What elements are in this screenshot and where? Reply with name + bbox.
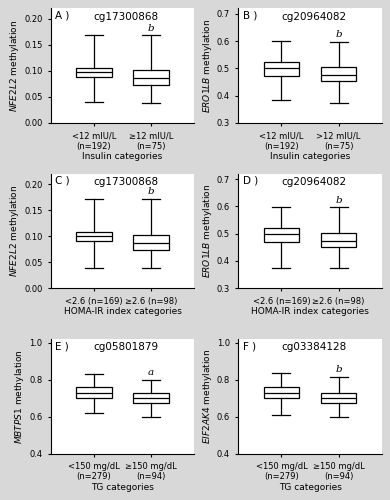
Text: cg20964082: cg20964082 bbox=[281, 177, 346, 187]
Text: cg17300868: cg17300868 bbox=[94, 12, 159, 22]
Y-axis label: $\it{ERO1LB}$ methylation: $\it{ERO1LB}$ methylation bbox=[201, 18, 214, 113]
X-axis label: Insulin categories: Insulin categories bbox=[270, 152, 350, 161]
Y-axis label: $\it{MBTPS1}$ methylation: $\it{MBTPS1}$ methylation bbox=[14, 349, 27, 444]
Text: E ): E ) bbox=[55, 341, 69, 351]
PathPatch shape bbox=[133, 392, 169, 403]
Text: cg20964082: cg20964082 bbox=[281, 12, 346, 22]
PathPatch shape bbox=[76, 232, 112, 241]
Text: b: b bbox=[335, 30, 342, 39]
Y-axis label: $\it{ERO1LB}$ methylation: $\it{ERO1LB}$ methylation bbox=[201, 184, 214, 278]
X-axis label: TG categories: TG categories bbox=[278, 482, 342, 492]
PathPatch shape bbox=[76, 68, 112, 77]
PathPatch shape bbox=[133, 70, 169, 85]
Text: a: a bbox=[148, 368, 154, 376]
Text: b: b bbox=[335, 366, 342, 374]
PathPatch shape bbox=[264, 386, 299, 398]
Text: A ): A ) bbox=[55, 10, 69, 20]
Text: cg03384128: cg03384128 bbox=[281, 342, 347, 352]
Text: b: b bbox=[148, 187, 154, 196]
PathPatch shape bbox=[76, 388, 112, 398]
Y-axis label: $\it{NFE2L2}$ methylation: $\it{NFE2L2}$ methylation bbox=[8, 20, 21, 112]
X-axis label: Insulin categories: Insulin categories bbox=[82, 152, 163, 161]
Text: b: b bbox=[335, 196, 342, 204]
Y-axis label: $\it{EIF2AK4}$ methylation: $\it{EIF2AK4}$ methylation bbox=[201, 348, 214, 444]
Text: B ): B ) bbox=[243, 10, 257, 20]
Text: b: b bbox=[148, 24, 154, 32]
Text: D ): D ) bbox=[243, 176, 258, 186]
Text: cg05801879: cg05801879 bbox=[94, 342, 159, 352]
PathPatch shape bbox=[264, 62, 299, 76]
PathPatch shape bbox=[321, 233, 356, 247]
X-axis label: HOMA-IR index categories: HOMA-IR index categories bbox=[251, 307, 369, 316]
PathPatch shape bbox=[321, 392, 356, 403]
PathPatch shape bbox=[321, 67, 356, 82]
Y-axis label: $\it{NFE2L2}$ methylation: $\it{NFE2L2}$ methylation bbox=[8, 185, 21, 277]
Text: cg17300868: cg17300868 bbox=[94, 177, 159, 187]
X-axis label: HOMA-IR index categories: HOMA-IR index categories bbox=[64, 307, 181, 316]
X-axis label: TG categories: TG categories bbox=[91, 482, 154, 492]
Text: C ): C ) bbox=[55, 176, 70, 186]
PathPatch shape bbox=[133, 235, 169, 250]
PathPatch shape bbox=[264, 228, 299, 242]
Text: F ): F ) bbox=[243, 341, 256, 351]
